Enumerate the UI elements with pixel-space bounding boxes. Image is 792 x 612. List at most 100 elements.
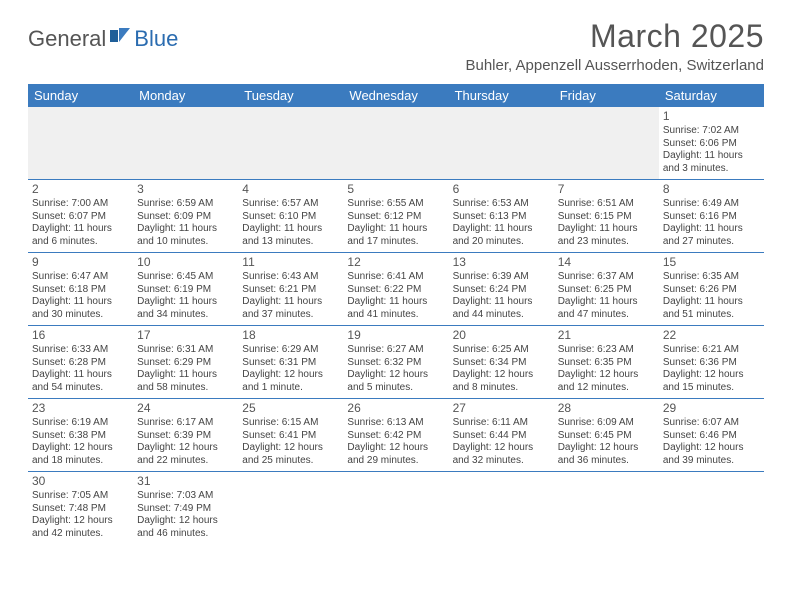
sunrise-line: Sunrise: 6:15 AM bbox=[242, 417, 339, 430]
daylight-line: Daylight: 11 hours and 54 minutes. bbox=[32, 369, 129, 394]
sunset-line: Sunset: 6:26 PM bbox=[663, 284, 760, 297]
daylight-line: Daylight: 11 hours and 27 minutes. bbox=[663, 223, 760, 248]
daylight-line: Daylight: 11 hours and 13 minutes. bbox=[242, 223, 339, 248]
daylight-line: Daylight: 12 hours and 29 minutes. bbox=[347, 442, 444, 467]
weekday-header: Thursday bbox=[449, 84, 554, 107]
day-number: 3 bbox=[137, 182, 234, 197]
calendar-cell: 10Sunrise: 6:45 AMSunset: 6:19 PMDayligh… bbox=[133, 253, 238, 326]
day-number: 27 bbox=[453, 401, 550, 416]
sunset-line: Sunset: 6:22 PM bbox=[347, 284, 444, 297]
daylight-line: Daylight: 11 hours and 3 minutes. bbox=[663, 150, 760, 175]
daylight-line: Daylight: 11 hours and 10 minutes. bbox=[137, 223, 234, 248]
sunrise-line: Sunrise: 6:51 AM bbox=[558, 198, 655, 211]
calendar-cell: 31Sunrise: 7:03 AMSunset: 7:49 PMDayligh… bbox=[133, 472, 238, 545]
day-number: 8 bbox=[663, 182, 760, 197]
calendar-cell: 12Sunrise: 6:41 AMSunset: 6:22 PMDayligh… bbox=[343, 253, 448, 326]
sunset-line: Sunset: 6:29 PM bbox=[137, 357, 234, 370]
sunset-line: Sunset: 6:32 PM bbox=[347, 357, 444, 370]
calendar-cell: 21Sunrise: 6:23 AMSunset: 6:35 PMDayligh… bbox=[554, 326, 659, 399]
sunset-line: Sunset: 6:24 PM bbox=[453, 284, 550, 297]
sunrise-line: Sunrise: 6:07 AM bbox=[663, 417, 760, 430]
sunrise-line: Sunrise: 6:09 AM bbox=[558, 417, 655, 430]
calendar-table: Sunday Monday Tuesday Wednesday Thursday… bbox=[28, 84, 764, 544]
sunrise-line: Sunrise: 6:43 AM bbox=[242, 271, 339, 284]
calendar-cell: 30Sunrise: 7:05 AMSunset: 7:48 PMDayligh… bbox=[28, 472, 133, 545]
calendar-week-row: 30Sunrise: 7:05 AMSunset: 7:48 PMDayligh… bbox=[28, 472, 764, 545]
sunrise-line: Sunrise: 7:02 AM bbox=[663, 125, 760, 138]
calendar-cell: 5Sunrise: 6:55 AMSunset: 6:12 PMDaylight… bbox=[343, 180, 448, 253]
day-number: 9 bbox=[32, 255, 129, 270]
sunrise-line: Sunrise: 6:11 AM bbox=[453, 417, 550, 430]
daylight-line: Daylight: 12 hours and 46 minutes. bbox=[137, 515, 234, 540]
weekday-header: Monday bbox=[133, 84, 238, 107]
calendar-cell: 2Sunrise: 7:00 AMSunset: 6:07 PMDaylight… bbox=[28, 180, 133, 253]
calendar-cell bbox=[238, 107, 343, 180]
calendar-cell: 26Sunrise: 6:13 AMSunset: 6:42 PMDayligh… bbox=[343, 399, 448, 472]
day-number: 23 bbox=[32, 401, 129, 416]
calendar-cell: 17Sunrise: 6:31 AMSunset: 6:29 PMDayligh… bbox=[133, 326, 238, 399]
calendar-cell bbox=[449, 107, 554, 180]
sunset-line: Sunset: 6:15 PM bbox=[558, 211, 655, 224]
sunset-line: Sunset: 6:09 PM bbox=[137, 211, 234, 224]
daylight-line: Daylight: 12 hours and 25 minutes. bbox=[242, 442, 339, 467]
logo: General Blue bbox=[28, 26, 178, 52]
sunrise-line: Sunrise: 6:25 AM bbox=[453, 344, 550, 357]
weekday-header: Saturday bbox=[659, 84, 764, 107]
daylight-line: Daylight: 12 hours and 12 minutes. bbox=[558, 369, 655, 394]
day-number: 25 bbox=[242, 401, 339, 416]
month-title: March 2025 bbox=[465, 18, 764, 55]
location: Buhler, Appenzell Ausserrhoden, Switzerl… bbox=[465, 57, 764, 74]
calendar-cell: 18Sunrise: 6:29 AMSunset: 6:31 PMDayligh… bbox=[238, 326, 343, 399]
calendar-cell bbox=[133, 107, 238, 180]
sunrise-line: Sunrise: 6:57 AM bbox=[242, 198, 339, 211]
logo-text-1: General bbox=[28, 26, 106, 52]
daylight-line: Daylight: 12 hours and 18 minutes. bbox=[32, 442, 129, 467]
sunset-line: Sunset: 6:10 PM bbox=[242, 211, 339, 224]
calendar-cell: 13Sunrise: 6:39 AMSunset: 6:24 PMDayligh… bbox=[449, 253, 554, 326]
logo-flag-icon bbox=[110, 24, 132, 50]
daylight-line: Daylight: 12 hours and 8 minutes. bbox=[453, 369, 550, 394]
sunrise-line: Sunrise: 6:27 AM bbox=[347, 344, 444, 357]
weekday-header: Sunday bbox=[28, 84, 133, 107]
daylight-line: Daylight: 12 hours and 39 minutes. bbox=[663, 442, 760, 467]
day-number: 15 bbox=[663, 255, 760, 270]
daylight-line: Daylight: 11 hours and 37 minutes. bbox=[242, 296, 339, 321]
sunrise-line: Sunrise: 6:19 AM bbox=[32, 417, 129, 430]
daylight-line: Daylight: 11 hours and 30 minutes. bbox=[32, 296, 129, 321]
day-number: 2 bbox=[32, 182, 129, 197]
sunset-line: Sunset: 6:35 PM bbox=[558, 357, 655, 370]
sunset-line: Sunset: 6:07 PM bbox=[32, 211, 129, 224]
daylight-line: Daylight: 12 hours and 32 minutes. bbox=[453, 442, 550, 467]
calendar-cell bbox=[659, 472, 764, 545]
day-number: 7 bbox=[558, 182, 655, 197]
calendar-cell: 22Sunrise: 6:21 AMSunset: 6:36 PMDayligh… bbox=[659, 326, 764, 399]
calendar-cell: 7Sunrise: 6:51 AMSunset: 6:15 PMDaylight… bbox=[554, 180, 659, 253]
day-number: 13 bbox=[453, 255, 550, 270]
sunrise-line: Sunrise: 6:39 AM bbox=[453, 271, 550, 284]
daylight-line: Daylight: 11 hours and 58 minutes. bbox=[137, 369, 234, 394]
sunset-line: Sunset: 6:44 PM bbox=[453, 430, 550, 443]
calendar-cell: 20Sunrise: 6:25 AMSunset: 6:34 PMDayligh… bbox=[449, 326, 554, 399]
day-number: 16 bbox=[32, 328, 129, 343]
day-number: 17 bbox=[137, 328, 234, 343]
day-number: 20 bbox=[453, 328, 550, 343]
sunset-line: Sunset: 6:39 PM bbox=[137, 430, 234, 443]
day-number: 22 bbox=[663, 328, 760, 343]
calendar-cell bbox=[238, 472, 343, 545]
day-number: 19 bbox=[347, 328, 444, 343]
daylight-line: Daylight: 11 hours and 51 minutes. bbox=[663, 296, 760, 321]
sunset-line: Sunset: 6:28 PM bbox=[32, 357, 129, 370]
day-number: 28 bbox=[558, 401, 655, 416]
daylight-line: Daylight: 12 hours and 36 minutes. bbox=[558, 442, 655, 467]
calendar-cell bbox=[343, 107, 448, 180]
sunrise-line: Sunrise: 6:53 AM bbox=[453, 198, 550, 211]
sunset-line: Sunset: 6:25 PM bbox=[558, 284, 655, 297]
sunset-line: Sunset: 6:42 PM bbox=[347, 430, 444, 443]
sunrise-line: Sunrise: 6:13 AM bbox=[347, 417, 444, 430]
sunset-line: Sunset: 6:41 PM bbox=[242, 430, 339, 443]
daylight-line: Daylight: 11 hours and 41 minutes. bbox=[347, 296, 444, 321]
calendar-cell: 8Sunrise: 6:49 AMSunset: 6:16 PMDaylight… bbox=[659, 180, 764, 253]
sunset-line: Sunset: 6:31 PM bbox=[242, 357, 339, 370]
daylight-line: Daylight: 11 hours and 23 minutes. bbox=[558, 223, 655, 248]
sunrise-line: Sunrise: 6:17 AM bbox=[137, 417, 234, 430]
